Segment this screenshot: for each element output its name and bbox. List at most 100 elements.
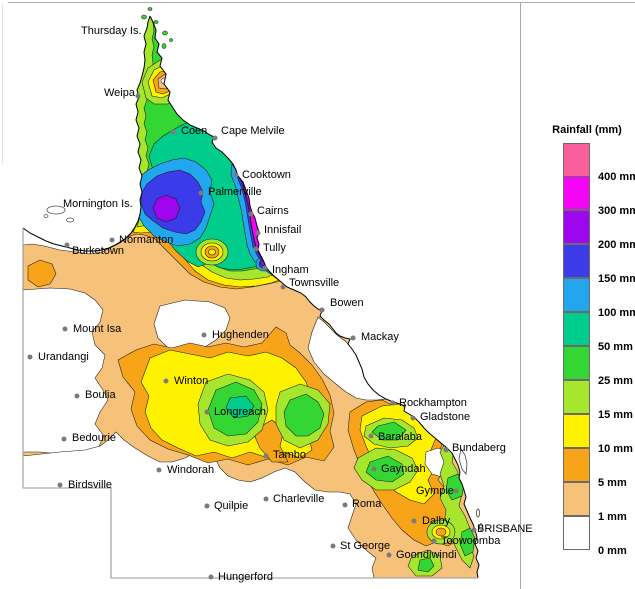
top-frame-line	[8, 2, 635, 3]
town-dot	[253, 246, 259, 252]
town-dot	[255, 230, 261, 236]
place-label: Bowen	[330, 297, 364, 309]
town-dot	[198, 190, 204, 196]
legend-threshold-label: 300 mm	[598, 205, 635, 217]
place-label: Longreach	[214, 406, 266, 418]
fraser-moreton-islands	[458, 447, 483, 531]
place-label: Gayndah	[381, 463, 426, 475]
place-label: Townsville	[289, 277, 340, 289]
place-label: Windorah	[167, 464, 215, 476]
legend-swatch	[563, 278, 590, 312]
legend-threshold-label: 10 mm	[598, 443, 633, 455]
place-label: Rockhampton	[399, 397, 467, 409]
legend-swatch	[563, 346, 590, 380]
place-label: Boulia	[85, 389, 116, 401]
place-label: Hughenden	[212, 329, 269, 341]
legend-swatch	[563, 448, 590, 482]
legend-threshold-label: 100 mm	[598, 307, 635, 319]
longreach-50mm-core	[225, 395, 255, 419]
place-label: Palmerville	[208, 186, 262, 198]
town-dot	[204, 409, 210, 415]
place-label: Cooktown	[242, 169, 291, 181]
northwest-5mm-blob	[27, 259, 57, 288]
place-label: Winton	[174, 375, 209, 387]
place-label: Charleville	[273, 493, 325, 505]
town-dot	[156, 467, 162, 473]
rain-band-200mm-core	[152, 194, 181, 223]
place-label: Cape Melvile	[221, 125, 285, 137]
town-dot	[280, 284, 286, 290]
town-dot	[170, 129, 176, 135]
place-label: Tully	[263, 242, 286, 254]
town-dot	[74, 393, 80, 399]
dry-pocket-mount-isa	[23, 287, 109, 455]
place-label: Coen	[181, 125, 208, 137]
mornington-island	[43, 205, 74, 223]
town-dot	[62, 326, 68, 332]
legend-threshold-label: 50 mm	[598, 341, 633, 353]
town-dot	[390, 400, 396, 406]
town-dot	[319, 307, 325, 313]
legend-threshold-label: 1 mm	[598, 511, 627, 523]
legend-swatch	[563, 143, 590, 177]
coastline-gulf	[22, 15, 151, 252]
legend-swatch	[563, 414, 590, 448]
place-label: Tambo	[273, 449, 307, 461]
place-label: Roma	[352, 498, 382, 510]
place-label: Mornington Is.	[63, 198, 133, 210]
small-bullseye-center	[208, 248, 216, 256]
town-dot	[453, 488, 459, 494]
place-label: Urandangi	[38, 351, 89, 363]
legend-threshold-label: 25 mm	[598, 375, 633, 387]
legend-threshold-label: 200 mm	[598, 239, 635, 251]
town-dot	[350, 335, 356, 341]
place-label: BRISBANE	[477, 523, 533, 535]
legend-swatch	[563, 312, 590, 346]
torres-strait-islands	[141, 7, 173, 49]
blackall-25mm-blob	[283, 393, 325, 437]
place-label: Ingham	[272, 264, 309, 276]
town-dot	[471, 527, 477, 533]
place-label: Gympie	[416, 485, 454, 497]
town-dot	[201, 332, 207, 338]
town-dot	[64, 242, 70, 248]
town-dot	[443, 447, 449, 453]
legend-threshold-label: 400 mm	[598, 171, 635, 183]
town-dot	[204, 503, 210, 509]
toowoomba-bullseye-5mm	[435, 527, 447, 537]
place-label: Mount Isa	[73, 323, 122, 335]
town-dot	[411, 518, 417, 524]
town-dot	[431, 538, 437, 544]
legend-swatch	[563, 210, 590, 244]
legend-swatch	[563, 482, 590, 516]
place-label: Normanton	[119, 234, 174, 246]
town-dot	[61, 436, 67, 442]
place-label: Birdsville	[68, 479, 113, 491]
state-border-lines	[22, 228, 478, 579]
place-label: Hungerford	[218, 571, 274, 583]
town-dot	[27, 354, 33, 360]
town-dot	[263, 496, 269, 502]
town-dot	[371, 466, 377, 472]
place-label: Baralaba	[378, 431, 423, 443]
place-label: Weipa	[104, 87, 135, 99]
legend-title: Rainfall (mm)	[552, 124, 622, 136]
brisbane-25mm-core	[459, 527, 476, 557]
town-dot	[330, 543, 336, 549]
town-dot	[212, 135, 218, 141]
town-dot	[208, 574, 214, 580]
legend-swatch	[563, 176, 590, 210]
gympie-25mm-core	[445, 473, 465, 501]
town-dot	[109, 237, 115, 243]
town-dot	[135, 93, 141, 99]
legend-swatch	[563, 516, 590, 550]
place-label: St George	[340, 540, 391, 552]
legend-threshold-label: 150 mm	[598, 273, 635, 285]
legend-threshold-label: 15 mm	[598, 409, 633, 421]
town-dot	[410, 415, 416, 421]
place-label: Quilpie	[214, 500, 249, 512]
town-dot	[386, 552, 392, 558]
place-label: Gladstone	[420, 411, 471, 423]
place-label: Bundaberg	[452, 442, 506, 454]
